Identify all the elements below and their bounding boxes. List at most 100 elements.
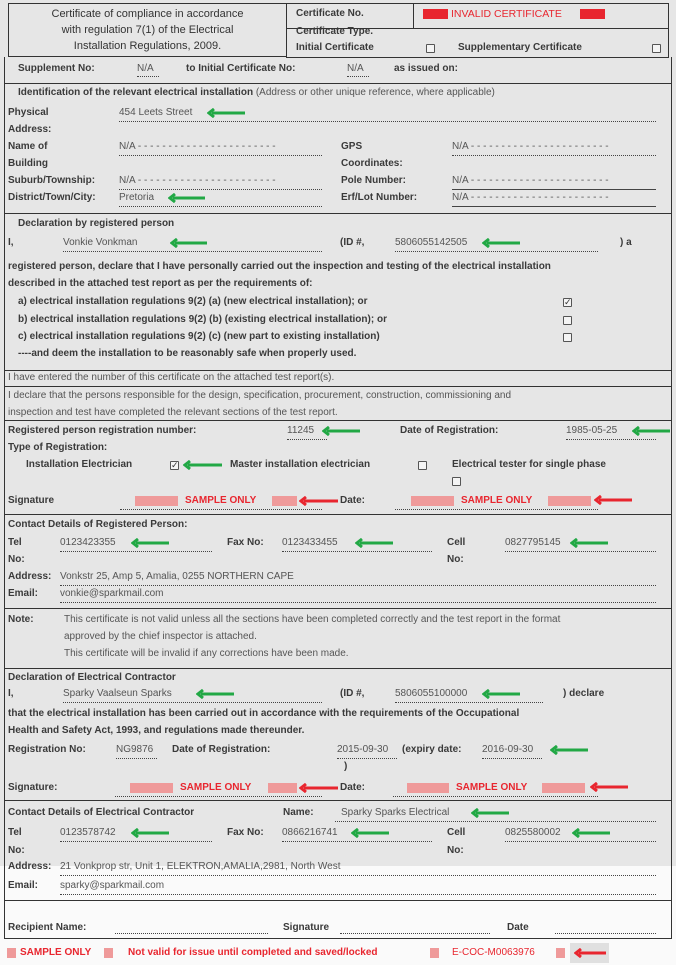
contractor-date2-label: Date: bbox=[340, 782, 366, 793]
recipient-signature-field[interactable] bbox=[340, 933, 490, 934]
initial-certificate-checkbox[interactable] bbox=[426, 44, 435, 53]
id-label: (ID #, bbox=[340, 237, 365, 248]
gps-value[interactable]: N/A - - - - - - - - - - - - - - - - - - … bbox=[452, 141, 609, 152]
master-electrician-checkbox[interactable] bbox=[418, 461, 427, 470]
option-a-checkbox[interactable]: ✓ bbox=[563, 297, 572, 307]
contractor-id-value[interactable]: 5806055100000 bbox=[395, 688, 468, 699]
expiry-date-value[interactable]: 2016-09-30 bbox=[482, 744, 534, 755]
tel-value[interactable]: 0123423355 bbox=[60, 537, 116, 548]
address-label: Address: bbox=[8, 571, 52, 582]
contractor-text: that the electrical installation has bee… bbox=[8, 708, 520, 719]
underline bbox=[60, 551, 212, 552]
issued-on-label: as issued on: bbox=[394, 63, 458, 74]
contractor-date2-value[interactable]: SAMPLE ONLY bbox=[456, 782, 528, 793]
signature-value[interactable]: SAMPLE ONLY bbox=[185, 495, 257, 506]
email-value[interactable]: sparky@sparkmail.com bbox=[60, 880, 165, 891]
cell-value[interactable]: 0827795145 bbox=[505, 537, 561, 548]
green-arrow-icon bbox=[355, 538, 393, 548]
option-b-checkbox[interactable] bbox=[563, 316, 572, 325]
underline bbox=[335, 821, 656, 822]
contractor-signature-value[interactable]: SAMPLE ONLY bbox=[180, 782, 252, 793]
green-arrow-icon bbox=[482, 238, 520, 248]
recipient-name-field[interactable] bbox=[115, 933, 268, 934]
physical-address-value[interactable]: 454 Leets Street bbox=[119, 107, 193, 118]
red-arrow-icon bbox=[574, 948, 606, 958]
option-a-label: a) electrical installation regulations 9… bbox=[18, 296, 368, 307]
email-value[interactable]: vonkie@sparkmail.com bbox=[60, 588, 164, 599]
underline bbox=[505, 551, 656, 552]
cell-value[interactable]: 0825580002 bbox=[505, 827, 561, 838]
email-label: Email: bbox=[8, 880, 39, 891]
red-bar bbox=[542, 783, 585, 793]
address-value[interactable]: 21 Vonkprop str, Unit 1, ELEKTRON,AMALIA… bbox=[60, 861, 341, 872]
contractor-reg-value[interactable]: NG9876 bbox=[116, 744, 154, 755]
i-label: I, bbox=[8, 688, 14, 699]
district-value[interactable]: Pretoria bbox=[119, 192, 155, 203]
registration-type-label: Type of Registration: bbox=[8, 442, 108, 453]
address-label: Address: bbox=[8, 861, 52, 872]
green-arrow-icon bbox=[207, 108, 245, 118]
contractor-heading: Declaration of Electrical Contractor bbox=[8, 672, 176, 683]
installation-electrician-checkbox[interactable]: ✓ bbox=[170, 460, 179, 470]
underline bbox=[116, 758, 157, 759]
single-phase-tester-checkbox[interactable] bbox=[452, 477, 461, 486]
id-value[interactable]: 5806055142505 bbox=[395, 237, 468, 248]
date-value[interactable]: SAMPLE ONLY bbox=[461, 495, 533, 506]
note-label: Note: bbox=[8, 614, 34, 625]
initial-cert-no-value[interactable]: N/A bbox=[347, 63, 364, 74]
statement-test-report: I have entered the number of this certif… bbox=[8, 372, 335, 383]
recipient-name-label: Recipient Name: bbox=[8, 922, 87, 933]
green-arrow-icon bbox=[170, 238, 207, 248]
contractor-name[interactable]: Sparky Vaalseun Sparks bbox=[63, 688, 172, 699]
registration-number-value[interactable]: 11245 bbox=[287, 425, 315, 436]
fax-value[interactable]: 0866216741 bbox=[282, 827, 338, 838]
underline bbox=[337, 758, 397, 759]
red-bar bbox=[130, 783, 173, 793]
underline bbox=[287, 439, 327, 440]
installation-electrician-label: Installation Electrician bbox=[26, 459, 133, 470]
address-value[interactable]: Vonkstr 25, Amp 5, Amalia, 0255 NORTHERN… bbox=[60, 571, 294, 582]
suburb-label: Suburb/Township: bbox=[8, 175, 96, 186]
erf-number-value[interactable]: N/A - - - - - - - - - - - - - - - - - - … bbox=[452, 192, 609, 203]
statement-responsible: inspection and test have completed the r… bbox=[8, 407, 338, 418]
form-background bbox=[0, 0, 676, 866]
title-box: Certificate of compliance in accordance … bbox=[8, 3, 287, 57]
tel-value[interactable]: 0123578742 bbox=[60, 827, 116, 838]
registration-date-value[interactable]: 1985-05-25 bbox=[566, 425, 618, 436]
underline bbox=[347, 76, 369, 77]
initial-certificate-label: Initial Certificate bbox=[296, 42, 374, 53]
underline bbox=[566, 439, 656, 440]
contractor-text: Health and Safety Act, 1993, and regulat… bbox=[8, 725, 305, 736]
underline bbox=[120, 509, 322, 510]
contractor-company-value[interactable]: Sparky Sparks Electrical bbox=[341, 807, 450, 818]
red-bar bbox=[268, 783, 297, 793]
date-label: Date: bbox=[340, 495, 366, 506]
underline bbox=[119, 189, 322, 190]
option-b-label: b) electrical installation regulations 9… bbox=[18, 314, 387, 325]
title-line: with regulation 7(1) of the Electrical bbox=[61, 24, 234, 36]
contractor-company-label: Name: bbox=[283, 807, 314, 818]
cell-label: Cell bbox=[447, 827, 466, 838]
red-bar bbox=[423, 9, 448, 19]
suburb-value[interactable]: N/A - - - - - - - - - - - - - - - - - - … bbox=[119, 175, 276, 186]
recipient-date-field[interactable] bbox=[555, 933, 656, 934]
red-bar bbox=[556, 948, 565, 958]
cell-label: No: bbox=[447, 845, 464, 856]
red-bar bbox=[104, 948, 113, 958]
i-label: I, bbox=[8, 237, 14, 248]
physical-address-label: Address: bbox=[8, 124, 52, 135]
supplement-no-value[interactable]: N/A bbox=[137, 63, 154, 74]
fax-value[interactable]: 0123433455 bbox=[282, 537, 338, 548]
option-c-checkbox[interactable] bbox=[563, 333, 572, 342]
footer-sample: SAMPLE ONLY bbox=[20, 947, 92, 958]
building-name-value[interactable]: N/A - - - - - - - - - - - - - - - - - - … bbox=[119, 141, 276, 152]
supplementary-certificate-checkbox[interactable] bbox=[652, 44, 661, 53]
registered-person-name[interactable]: Vonkie Vonkman bbox=[63, 237, 138, 248]
contractor-date-value[interactable]: 2015-09-30 bbox=[337, 744, 389, 755]
email-label: Email: bbox=[8, 588, 39, 599]
pole-number-value[interactable]: N/A - - - - - - - - - - - - - - - - - - … bbox=[452, 175, 609, 186]
red-bar bbox=[135, 496, 178, 506]
single-phase-tester-label: Electrical tester for single phase bbox=[452, 459, 606, 470]
green-arrow-icon bbox=[183, 460, 222, 470]
red-bar bbox=[272, 496, 297, 506]
